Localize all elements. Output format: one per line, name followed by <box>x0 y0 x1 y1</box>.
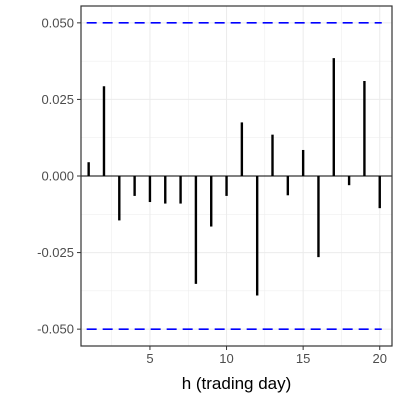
y-tick-label-1: 0.025 <box>41 92 74 107</box>
x-tick-label-0: 5 <box>146 351 153 366</box>
x-tick-label-1: 10 <box>219 351 233 366</box>
y-tick-label-4: -0.050 <box>37 322 74 337</box>
y-tick-label-3: -0.025 <box>37 245 74 260</box>
x-tick-label-3: 20 <box>373 351 387 366</box>
y-axis: 0.050 0.025 0.000 -0.025 -0.050 <box>37 15 81 337</box>
confidence-band <box>86 22 382 330</box>
x-tick-label-2: 15 <box>296 351 310 366</box>
y-tick-label-2: 0.000 <box>41 169 74 184</box>
x-axis: 5 10 15 20 <box>146 346 387 366</box>
acf-bars <box>87 58 381 296</box>
y-tick-label-0: 0.050 <box>41 15 74 30</box>
x-axis-title: h (trading day) <box>182 374 292 393</box>
